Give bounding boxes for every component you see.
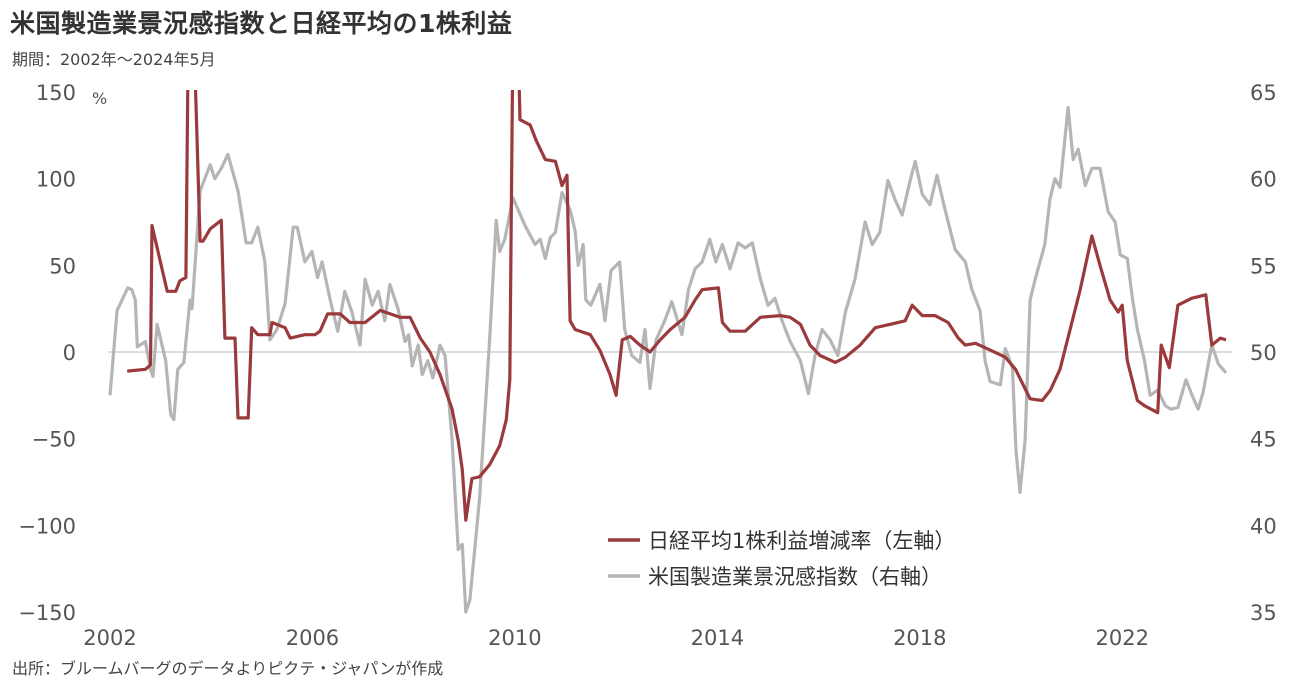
right-tick-label: 45 bbox=[1250, 428, 1277, 452]
x-tick-label: 2006 bbox=[286, 626, 339, 650]
left-axis-unit: % bbox=[92, 89, 107, 108]
x-tick-label: 2018 bbox=[893, 626, 946, 650]
left-tick-label: 100 bbox=[36, 168, 76, 192]
left-axis-ticks: 150 100 50 0 −50 −100 −150 bbox=[18, 81, 76, 625]
right-tick-label: 50 bbox=[1250, 341, 1277, 365]
series-line-us-ism bbox=[108, 105, 1228, 614]
x-tick-label: 2022 bbox=[1096, 626, 1149, 650]
right-tick-label: 60 bbox=[1250, 168, 1277, 192]
left-tick-label: −150 bbox=[18, 601, 76, 625]
left-tick-label: −100 bbox=[18, 514, 76, 538]
right-axis-ticks: 65 60 55 50 45 40 35 bbox=[1250, 81, 1277, 625]
legend: 日経平均1株利益増減率（左軸） 米国製造業景況感指数（右軸） bbox=[608, 529, 955, 589]
legend-label-ism: 米国製造業景況感指数（右軸） bbox=[648, 565, 942, 589]
source-note: 出所：ブルームバーグのデータよりピクテ・ジャパンが作成 bbox=[12, 659, 444, 678]
legend-label-eps: 日経平均1株利益増減率（左軸） bbox=[648, 529, 955, 553]
left-tick-label: 150 bbox=[36, 81, 76, 105]
right-tick-label: 35 bbox=[1250, 601, 1277, 625]
right-tick-label: 65 bbox=[1250, 81, 1277, 105]
right-tick-label: 40 bbox=[1250, 514, 1277, 538]
chart-period: 期間：2002年～2024年5月 bbox=[12, 50, 216, 69]
x-tick-label: 2002 bbox=[83, 626, 136, 650]
series-line-nikkei-eps bbox=[127, 90, 1227, 522]
left-tick-label: 0 bbox=[63, 341, 76, 365]
left-tick-label: 50 bbox=[49, 254, 76, 278]
series-group bbox=[108, 90, 1228, 614]
x-axis-ticks: 2002 2006 2010 2014 2018 2022 bbox=[83, 626, 1149, 650]
x-tick-label: 2014 bbox=[691, 626, 744, 650]
right-tick-label: 55 bbox=[1250, 254, 1277, 278]
chart-title: 米国製造業景況感指数と日経平均の1株利益 bbox=[10, 9, 513, 38]
left-tick-label: −50 bbox=[32, 428, 76, 452]
x-tick-label: 2010 bbox=[488, 626, 541, 650]
